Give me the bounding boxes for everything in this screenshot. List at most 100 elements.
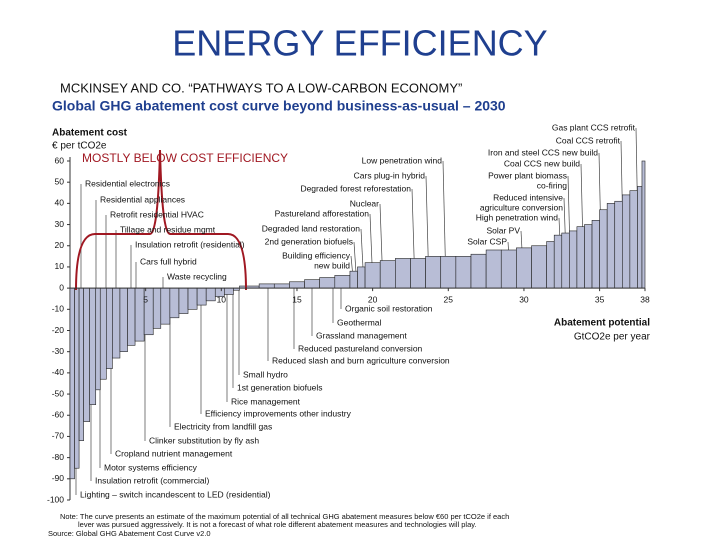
highlight-label: MOSTLY BELOW COST EFFICIENCY	[82, 151, 288, 165]
bar	[99, 287, 107, 380]
x-tick-label: 10	[217, 294, 227, 304]
bar	[546, 241, 555, 289]
bar	[304, 279, 320, 289]
annotation: High penetration wind	[476, 212, 558, 222]
x-tick-label: 15	[292, 294, 302, 304]
annotation: Geothermal	[337, 317, 382, 327]
annotation: Insulation retrofit (commercial)	[95, 475, 209, 485]
bar	[119, 287, 128, 352]
bar	[319, 277, 336, 289]
y-tick-label: -100	[47, 494, 64, 504]
x-tick-label: 20	[368, 294, 378, 304]
annotation: Organic soil restoration	[345, 303, 433, 313]
highlight-curve	[75, 149, 247, 291]
bar	[178, 287, 189, 314]
y-tick-label: 10	[55, 261, 65, 271]
bar	[629, 190, 638, 289]
bar	[599, 209, 608, 289]
annotation: Insulation retrofit (residential)	[135, 239, 245, 249]
annotation: new build	[314, 260, 350, 270]
annotation: Iron and steel CCS new build	[488, 147, 598, 157]
x-axis-label: Abatement potential	[554, 318, 650, 329]
bar	[364, 262, 381, 289]
x-tick-label: 35	[595, 294, 605, 304]
annotation: Building efficiency	[282, 250, 351, 260]
annotation: agriculture conversion	[480, 202, 563, 212]
annotation: 2nd generation biofuels	[265, 236, 353, 246]
y-tick-label: 20	[55, 240, 65, 250]
bar	[187, 287, 198, 310]
y-tick-label: -50	[52, 388, 65, 398]
annotation: Reduced slash and burn agriculture conve…	[272, 355, 450, 365]
annotation: Gas plant CCS retrofit	[552, 122, 636, 132]
y-axis-label: Abatement cost	[52, 128, 128, 139]
bar	[258, 283, 275, 289]
y-tick-label: -70	[52, 431, 65, 441]
y-tick-label: -10	[52, 304, 65, 314]
annotation: Degraded land restoration	[262, 223, 361, 233]
annotation: Cropland nutrient management	[115, 448, 233, 458]
annotation: Power plant biomass	[488, 170, 567, 180]
bar	[196, 287, 207, 306]
bar	[112, 287, 121, 359]
bar	[357, 266, 366, 289]
annotation: Solar CSP	[467, 236, 507, 246]
bar	[622, 194, 631, 289]
y-tick-label: -30	[52, 346, 65, 356]
subtitle: MCKINSEY AND CO. “PATHWAYS TO A LOW-CARB…	[60, 80, 462, 95]
bar	[83, 287, 90, 422]
annotation: Retrofit residential HVAC	[110, 209, 204, 219]
annotation: Rice management	[231, 396, 301, 406]
note: Note: The curve presents an estimate of …	[60, 512, 509, 521]
bar	[205, 287, 216, 302]
bar	[470, 253, 487, 289]
bar	[606, 203, 616, 289]
annotation: 1st generation biofuels	[237, 382, 323, 392]
y-tick-label: 50	[55, 176, 65, 186]
annotation: Pastureland afforestation	[275, 208, 370, 218]
annotation: Lighting – switch incandescent to LED (r…	[80, 489, 271, 499]
annotation: Clinker substitution by fly ash	[149, 435, 259, 445]
bar	[584, 224, 593, 289]
bar	[169, 287, 180, 319]
bar	[379, 260, 396, 289]
bar	[569, 230, 578, 289]
annotation: Tillage and residue mgmt	[120, 224, 216, 234]
plot	[69, 160, 646, 480]
annotation: Efficiency improvements other industry	[205, 408, 352, 418]
y-tick-label: -60	[52, 410, 65, 420]
annotation: Degraded forest reforestation	[300, 183, 411, 193]
annotation: Electricity from landfill gas	[174, 421, 272, 431]
y-tick-label: -90	[52, 473, 65, 483]
y-tick-label: 0	[59, 282, 64, 292]
y-tick-label: 60	[55, 155, 65, 165]
bar	[349, 270, 358, 289]
chart-title: Global GHG abatement cost curve beyond b…	[52, 98, 506, 114]
bar	[106, 287, 113, 369]
bar	[641, 160, 646, 289]
bar	[152, 287, 162, 329]
x-tick-label: 38	[640, 294, 650, 304]
annotation: co-firing	[537, 180, 568, 190]
annotation: Residential appliances	[100, 194, 185, 204]
bar	[591, 220, 600, 289]
y-tick-label: 30	[55, 219, 65, 229]
annotation: Cars plug-in hybrid	[354, 170, 426, 180]
annotation: Cars full hybrid	[140, 256, 197, 266]
annotation: Coal CCS retrofit	[556, 135, 621, 145]
annotation: Reduced intensive	[493, 192, 563, 202]
bar	[576, 226, 585, 289]
bar	[516, 247, 532, 289]
bar	[127, 287, 136, 346]
annotation: Waste recycling	[167, 271, 227, 281]
bar	[69, 287, 75, 480]
bar	[455, 256, 472, 289]
bar	[95, 287, 101, 391]
annotation: Solar PV	[486, 225, 520, 235]
x-tick-label: 5	[143, 294, 148, 304]
x-axis-unit: GtCO2e per year	[574, 332, 651, 343]
bar	[425, 256, 442, 289]
bar	[89, 287, 97, 405]
